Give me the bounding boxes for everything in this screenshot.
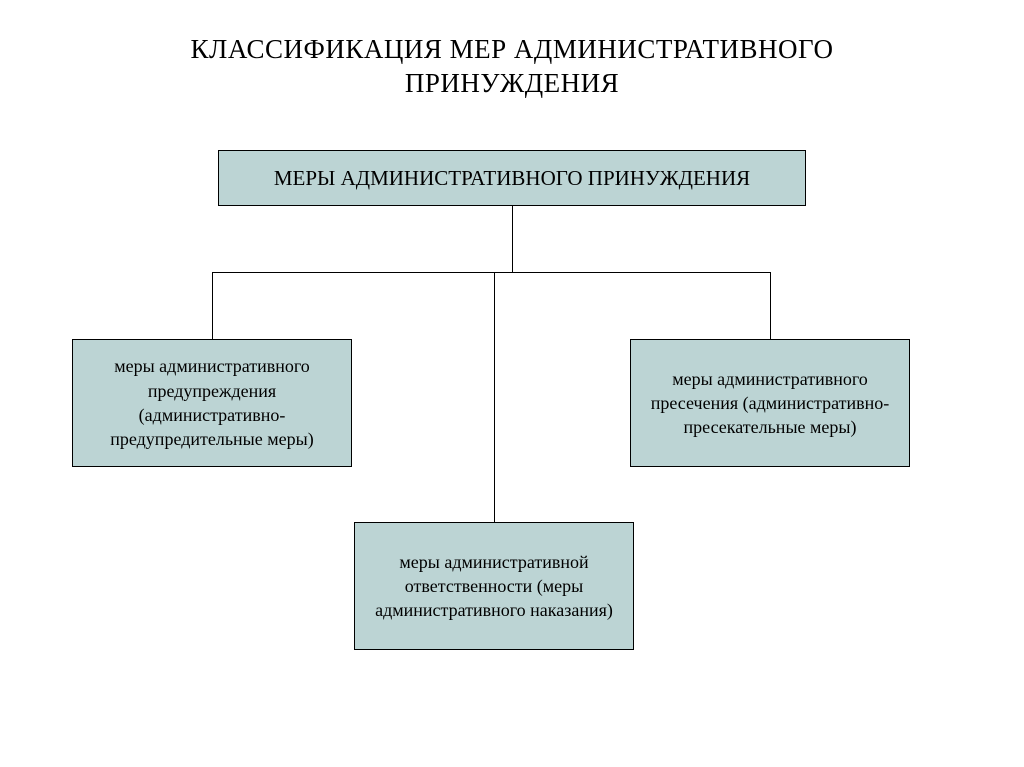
root-box: МЕРЫ АДМИНИСТРАТИВНОГО ПРИНУЖДЕНИЯ — [218, 150, 806, 206]
title-line-1: КЛАССИФИКАЦИЯ МЕР АДМИНИСТРАТИВНОГО — [0, 32, 1024, 66]
connector-right-down — [770, 272, 771, 339]
center-box-label: меры административной ответственности (м… — [365, 550, 623, 623]
connector-left-down — [212, 272, 213, 339]
left-box: меры административного предупреждения (а… — [72, 339, 352, 467]
title-line-2: ПРИНУЖДЕНИЯ — [0, 66, 1024, 100]
connector-center-down — [494, 272, 495, 522]
page-title: КЛАССИФИКАЦИЯ МЕР АДМИНИСТРАТИВНОГО ПРИН… — [0, 32, 1024, 100]
connector-root-down — [512, 206, 513, 272]
left-box-label: меры административного предупреждения (а… — [83, 354, 341, 451]
center-box: меры административной ответственности (м… — [354, 522, 634, 650]
right-box: меры административного пресечения (админ… — [630, 339, 910, 467]
root-box-label: МЕРЫ АДМИНИСТРАТИВНОГО ПРИНУЖДЕНИЯ — [274, 164, 750, 192]
right-box-label: меры административного пресечения (админ… — [641, 367, 899, 440]
connector-bus — [212, 272, 770, 273]
